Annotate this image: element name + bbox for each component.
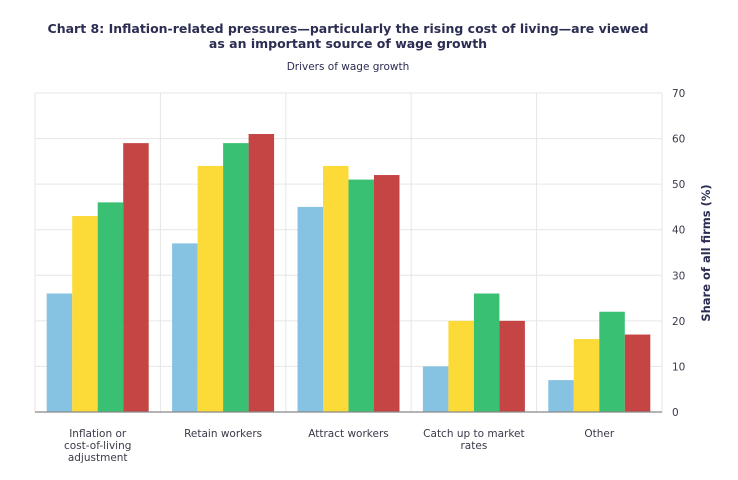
bars xyxy=(46,134,651,412)
category-label: Inflation or xyxy=(69,428,127,440)
y-tick-label: 10 xyxy=(672,361,685,373)
category-label: Attract workers xyxy=(308,428,389,440)
y-tick-label: 70 xyxy=(672,88,685,100)
y-tick-label: 60 xyxy=(672,134,685,146)
bar-series-4-category-2 xyxy=(248,134,275,412)
bar-series-2-category-1 xyxy=(72,216,98,412)
bar-series-2-category-4 xyxy=(448,320,474,412)
y-tick-label: 20 xyxy=(672,316,685,328)
bar-series-3-category-4 xyxy=(473,293,500,412)
bar-series-4-category-5 xyxy=(624,334,651,412)
bar-series-4-category-4 xyxy=(499,320,525,412)
y-axis-label: Share of all firms (%) xyxy=(699,184,713,321)
y-tick-label: 0 xyxy=(672,407,679,419)
chart-subtitle: Drivers of wage growth xyxy=(287,61,410,73)
y-tick-label: 40 xyxy=(672,225,685,237)
category-label: adjustment xyxy=(68,452,128,464)
category-label: cost-of-living xyxy=(64,440,131,452)
bar-series-3-category-3 xyxy=(348,179,374,412)
y-tick-label: 30 xyxy=(672,270,685,282)
bar-series-3-category-1 xyxy=(97,202,124,412)
y-axis-ticks: 0 10 20 30 40 50 60 70 xyxy=(672,88,685,419)
bar-series-2-category-2 xyxy=(197,165,224,412)
bar-series-2-category-5 xyxy=(573,339,600,412)
bar-series-4-category-3 xyxy=(374,175,400,412)
bar-series-1-category-5 xyxy=(548,380,574,412)
category-label: Retain workers xyxy=(184,428,262,440)
y-tick-label: 50 xyxy=(672,179,685,191)
bar-series-1-category-1 xyxy=(46,293,73,412)
bar-series-1-category-3 xyxy=(297,206,323,412)
chart-title-line-1: Chart 8: Inflation-related pressures—par… xyxy=(48,21,649,36)
bar-series-4-category-1 xyxy=(123,143,149,412)
bar-series-2-category-3 xyxy=(323,165,349,412)
bar-series-1-category-4 xyxy=(422,366,449,412)
bar-series-3-category-2 xyxy=(223,143,249,412)
chart-title-line-2: as an important source of wage growth xyxy=(209,36,487,51)
category-label: rates xyxy=(460,440,487,452)
bar-series-1-category-2 xyxy=(172,243,198,412)
category-label: Other xyxy=(584,428,614,440)
category-label: Catch up to market xyxy=(423,428,524,440)
bar-series-3-category-5 xyxy=(599,311,625,412)
